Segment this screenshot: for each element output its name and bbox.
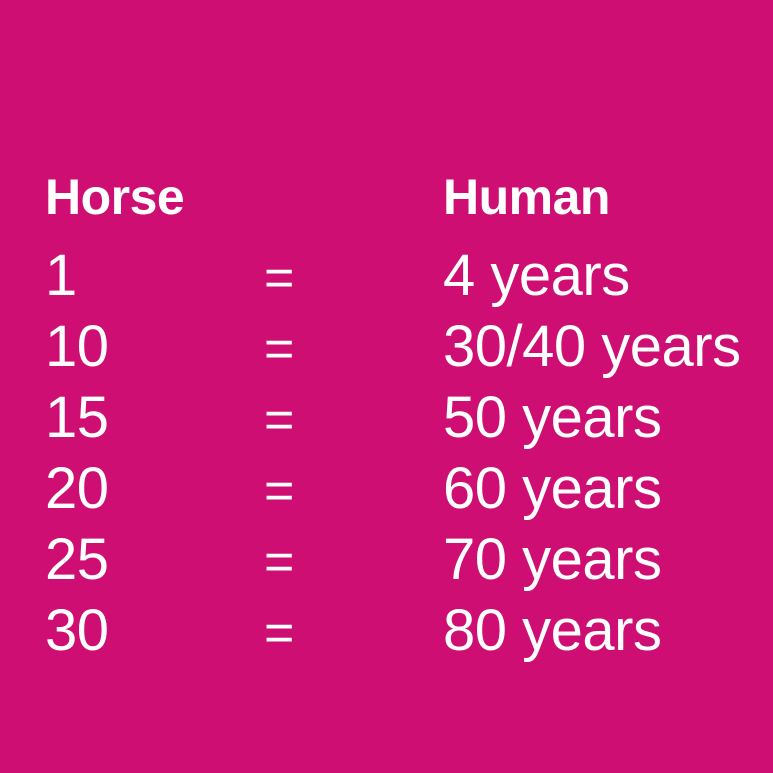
horse-age-value: 25 xyxy=(45,527,109,592)
table-header-row: Horse Human xyxy=(45,172,773,247)
table-row: 10 = 30/40 years xyxy=(45,318,773,389)
horse-age-value: 10 xyxy=(45,314,109,379)
human-age-value: 4 years xyxy=(443,243,630,308)
table-row: 25 = 70 years xyxy=(45,531,773,602)
column-header-human: Human xyxy=(443,169,610,225)
table-row: 20 = 60 years xyxy=(45,460,773,531)
human-age-value: 80 years xyxy=(443,598,662,663)
horse-human-age-table: Horse Human 1 = 4 years 10 = 30/40 years… xyxy=(45,172,773,673)
table-row: 1 = 4 years xyxy=(45,247,773,318)
equals-sign: = xyxy=(264,462,294,520)
equals-sign: = xyxy=(264,249,294,307)
equals-sign: = xyxy=(264,604,294,662)
equals-sign: = xyxy=(264,391,294,449)
human-age-value: 30/40 years xyxy=(443,314,741,379)
column-header-horse: Horse xyxy=(45,169,185,225)
equals-sign: = xyxy=(264,533,294,591)
horse-age-value: 20 xyxy=(45,456,109,521)
table-row: 15 = 50 years xyxy=(45,389,773,460)
human-age-value: 60 years xyxy=(443,456,662,521)
equals-sign: = xyxy=(264,320,294,378)
horse-age-value: 30 xyxy=(45,598,109,663)
horse-age-value: 15 xyxy=(45,385,109,450)
human-age-value: 70 years xyxy=(443,527,662,592)
horse-age-value: 1 xyxy=(45,243,77,308)
human-age-value: 50 years xyxy=(443,385,662,450)
table-row: 30 = 80 years xyxy=(45,602,773,673)
